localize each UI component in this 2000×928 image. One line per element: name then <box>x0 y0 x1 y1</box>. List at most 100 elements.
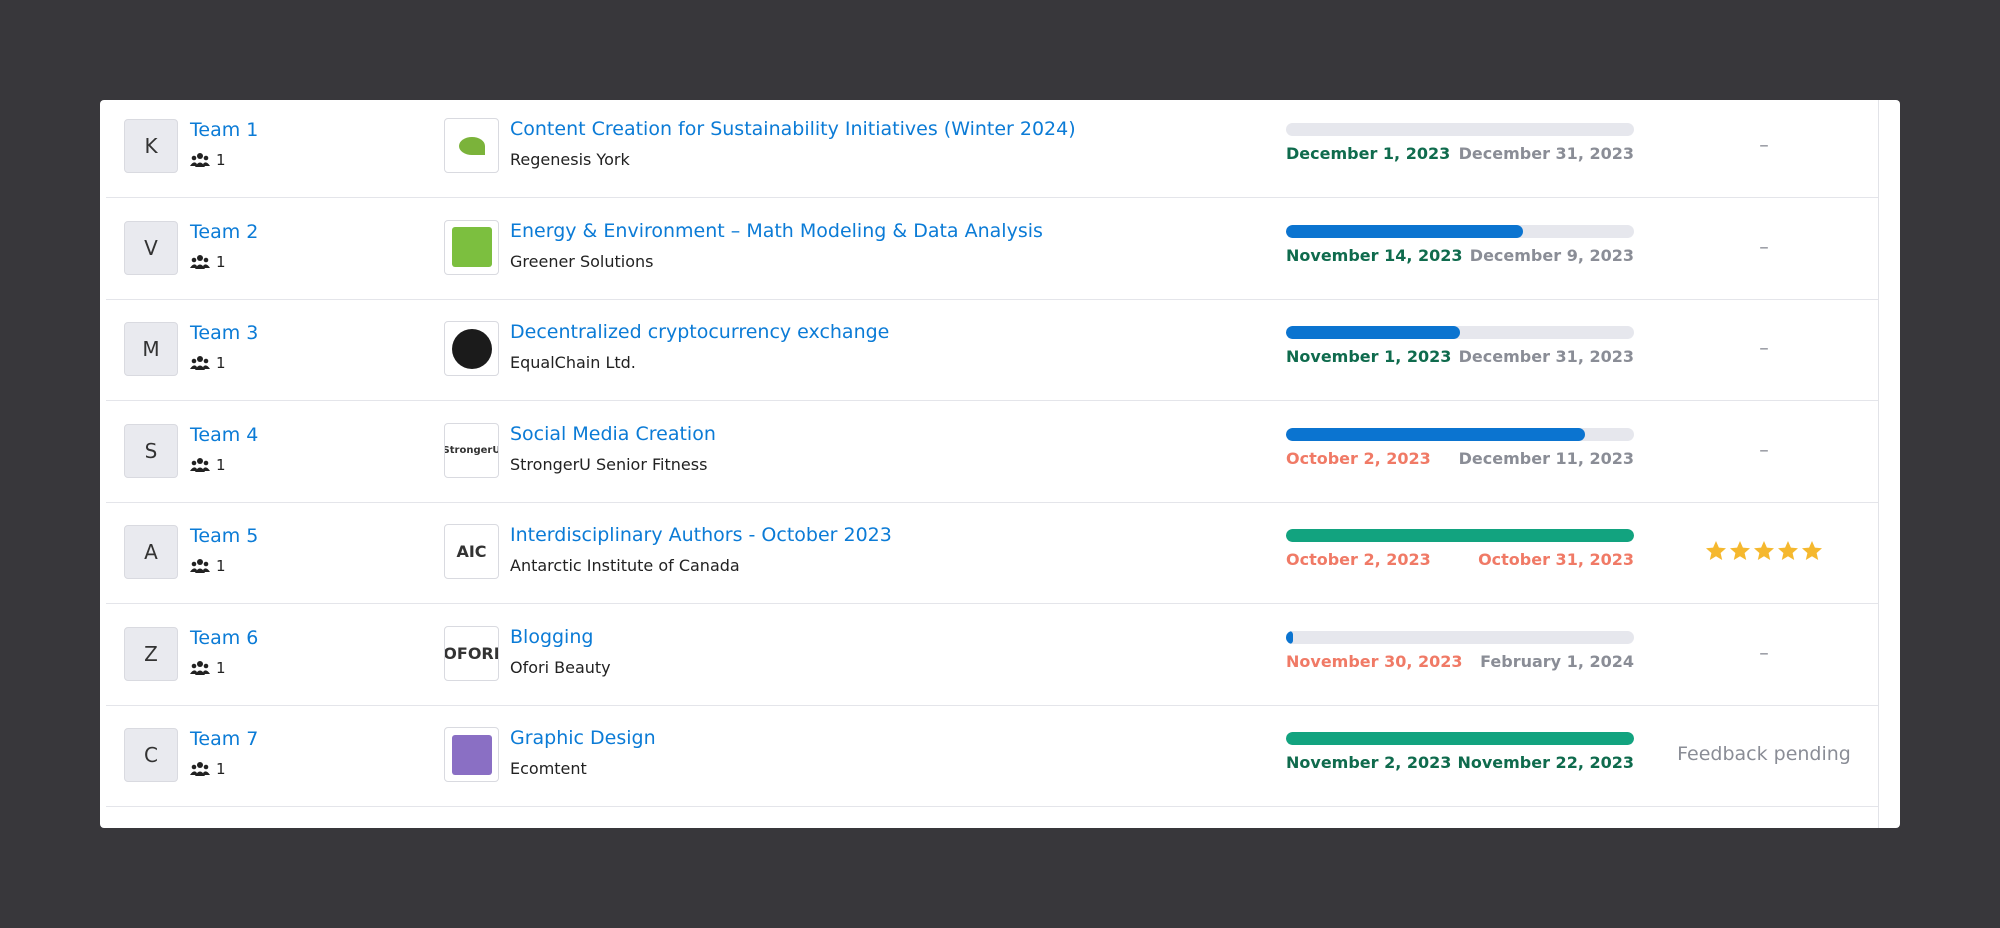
table-card: K Team 1 1 Content Creation for Sustainabil… <box>100 100 1900 828</box>
members-icon <box>190 254 210 269</box>
logo-image <box>451 328 492 369</box>
company-name: Antarctic Institute of Canada <box>510 556 740 575</box>
project-title[interactable]: Energy & Environment – Math Modeling & D… <box>510 219 1043 242</box>
progress-track <box>1286 529 1634 542</box>
table-row: A Team 5 1 AIC Interdisciplinary Authors - O… <box>106 502 1878 604</box>
progress-bar <box>1286 529 1634 542</box>
member-number: 1 <box>216 658 226 677</box>
progress-bar <box>1286 732 1634 745</box>
progress-track <box>1286 224 1634 238</box>
table-row: S Team 4 1 StrongerU Social Media Creation St… <box>106 401 1878 503</box>
project-title[interactable]: Content Creation for Sustainability Init… <box>510 118 1076 140</box>
company-logo <box>444 727 499 782</box>
star <box>1706 541 1726 560</box>
star <box>1802 541 1822 560</box>
scrollbar-divider <box>1878 100 1879 828</box>
member-number: 1 <box>216 252 226 271</box>
start-date: November 2, 2023 <box>1286 753 1452 772</box>
member-number: 1 <box>216 455 226 474</box>
company-logo: OFORI <box>444 625 499 681</box>
company-logo: StrongerU <box>444 422 499 478</box>
company-logo: AIC <box>444 524 499 579</box>
project-title[interactable]: Decentralized cryptocurrency exchange <box>510 321 890 343</box>
team-avatar: M <box>124 322 178 376</box>
members-icon <box>190 559 210 573</box>
table-row: C Team 7 1 Graphic Design Ecomtent November 2… <box>106 705 1878 807</box>
end-date: December 9, 2023 <box>1469 245 1634 265</box>
company-logo <box>444 321 499 376</box>
end-date: October 31, 2023 <box>1478 550 1634 569</box>
end-date: February 1, 2024 <box>1480 651 1634 671</box>
company-name: Greener Solutions <box>510 251 654 271</box>
team-avatar: S <box>124 423 178 478</box>
table-row: Z Team 6 1 OFORI Blogging Ofori Beauty Novembe… <box>106 604 1878 706</box>
member-number: 1 <box>216 354 226 372</box>
star <box>1778 541 1798 560</box>
progress-bar <box>1286 224 1523 238</box>
project-title[interactable]: Social Media Creation <box>510 422 716 445</box>
feedback-status: – <box>1759 337 1769 359</box>
company-logo <box>444 118 499 173</box>
team-name[interactable]: Team 5 <box>190 525 259 547</box>
member-count: 1 <box>190 659 226 677</box>
team-avatar: A <box>124 525 178 579</box>
logo-image <box>451 227 492 267</box>
logo-text: AIC <box>456 542 487 561</box>
table-row: V Team 2 1 Energy & Environment – Math Mode… <box>106 198 1878 300</box>
members-icon <box>190 660 210 675</box>
start-date: December 1, 2023 <box>1286 144 1451 163</box>
project-title[interactable]: Graphic Design <box>510 727 656 749</box>
end-date: December 31, 2023 <box>1458 347 1634 366</box>
team-name[interactable]: Team 7 <box>190 728 259 750</box>
member-count: 1 <box>190 354 226 372</box>
progress-track <box>1286 630 1634 644</box>
logo-image <box>458 136 485 155</box>
start-date: October 2, 2023 <box>1286 550 1431 569</box>
member-number: 1 <box>216 151 226 169</box>
logo-text: OFORI <box>444 643 499 663</box>
company-logo <box>444 219 499 275</box>
project-title[interactable]: Blogging <box>510 625 594 648</box>
members-icon <box>190 457 210 472</box>
start-date: November 14, 2023 <box>1286 245 1463 265</box>
members-icon <box>190 153 210 167</box>
team-name[interactable]: Team 4 <box>190 423 259 446</box>
start-date: November 30, 2023 <box>1286 651 1463 671</box>
team-name[interactable]: Team 1 <box>190 119 259 141</box>
member-count: 1 <box>190 557 226 575</box>
feedback-status: Feedback pending <box>1677 743 1851 765</box>
progress-track <box>1286 123 1634 136</box>
company-name: StrongerU Senior Fitness <box>510 454 708 474</box>
progress-bar <box>1286 427 1586 441</box>
start-date: November 1, 2023 <box>1286 347 1452 366</box>
progress-bar <box>1286 326 1460 339</box>
logo-image <box>451 734 492 775</box>
member-count: 1 <box>190 253 226 271</box>
member-count: 1 <box>190 151 226 169</box>
start-date: October 2, 2023 <box>1286 448 1431 468</box>
progress-track <box>1286 427 1634 441</box>
team-name[interactable]: Team 2 <box>190 220 259 243</box>
member-count: 1 <box>190 760 226 778</box>
team-avatar: Z <box>124 626 178 681</box>
company-name: Ecomtent <box>510 759 587 778</box>
team-name[interactable]: Team 6 <box>190 626 259 649</box>
company-name: Ofori Beauty <box>510 657 611 677</box>
end-date: December 31, 2023 <box>1458 144 1634 163</box>
team-avatar: K <box>124 119 178 173</box>
star <box>1730 541 1750 560</box>
end-date: December 11, 2023 <box>1458 448 1634 468</box>
company-name: EqualChain Ltd. <box>510 353 636 372</box>
team-avatar: C <box>124 728 178 782</box>
company-name: Regenesis York <box>510 150 630 169</box>
rating-stars <box>1666 540 1862 562</box>
member-count: 1 <box>190 456 226 474</box>
feedback-status: – <box>1759 235 1769 258</box>
star <box>1754 541 1774 560</box>
feedback-status: – <box>1759 134 1769 156</box>
project-title[interactable]: Interdisciplinary Authors - October 2023 <box>510 524 892 546</box>
progress-track <box>1286 732 1634 745</box>
feedback-status: – <box>1759 438 1769 461</box>
team-name[interactable]: Team 3 <box>190 322 259 344</box>
